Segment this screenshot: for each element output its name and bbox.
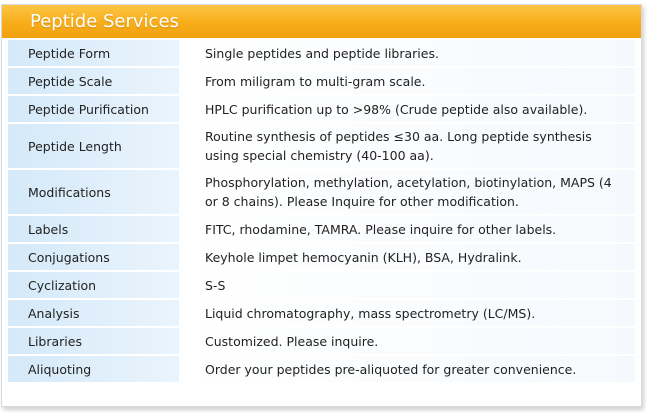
row-value: Single peptides and peptide libraries.: [179, 40, 635, 66]
row-value: Order your peptides pre-aliquoted for gr…: [179, 356, 635, 382]
row-value: Liquid chromatography, mass spectrometry…: [179, 300, 635, 326]
row-label: Conjugations: [8, 244, 179, 270]
table-row: Peptide Length Routine synthesis of pept…: [8, 124, 635, 168]
row-label: Peptide Length: [8, 124, 179, 168]
row-label: Peptide Purification: [8, 96, 179, 122]
row-label: Peptide Scale: [8, 68, 179, 94]
row-value: Keyhole limpet hemocyanin (KLH), BSA, Hy…: [179, 244, 635, 270]
table-row: Peptide Form Single peptides and peptide…: [8, 40, 635, 66]
row-label: Libraries: [8, 328, 179, 354]
peptide-services-panel: Peptide Services Peptide Form Single pep…: [1, 4, 642, 407]
table-row: Cyclization S-S: [8, 272, 635, 298]
row-label: Cyclization: [8, 272, 179, 298]
table-row: Labels FITC, rhodamine, TAMRA. Please in…: [8, 216, 635, 242]
row-value: FITC, rhodamine, TAMRA. Please inquire f…: [179, 216, 635, 242]
row-label: Peptide Form: [8, 40, 179, 66]
row-label: Modifications: [8, 170, 179, 214]
row-label: Aliquoting: [8, 356, 179, 382]
row-value: From miligram to multi-gram scale.: [179, 68, 635, 94]
row-value: S-S: [179, 272, 635, 298]
table-row: Modifications Phosphorylation, methylati…: [8, 170, 635, 214]
row-value: HPLC purification up to >98% (Crude pept…: [179, 96, 635, 122]
table-row: Conjugations Keyhole limpet hemocyanin (…: [8, 244, 635, 270]
table-row: Aliquoting Order your peptides pre-aliqu…: [8, 356, 635, 382]
panel-title: Peptide Services: [2, 5, 641, 38]
table-row: Peptide Purification HPLC purification u…: [8, 96, 635, 122]
row-value: Phosphorylation, methylation, acetylatio…: [179, 170, 635, 214]
row-label: Analysis: [8, 300, 179, 326]
table-row: Libraries Customized. Please inquire.: [8, 328, 635, 354]
services-table: Peptide Form Single peptides and peptide…: [2, 40, 641, 382]
row-value: Customized. Please inquire.: [179, 328, 635, 354]
row-value: Routine synthesis of peptides ≤30 aa. Lo…: [179, 124, 635, 168]
table-row: Peptide Scale From miligram to multi-gra…: [8, 68, 635, 94]
row-label: Labels: [8, 216, 179, 242]
table-row: Analysis Liquid chromatography, mass spe…: [8, 300, 635, 326]
